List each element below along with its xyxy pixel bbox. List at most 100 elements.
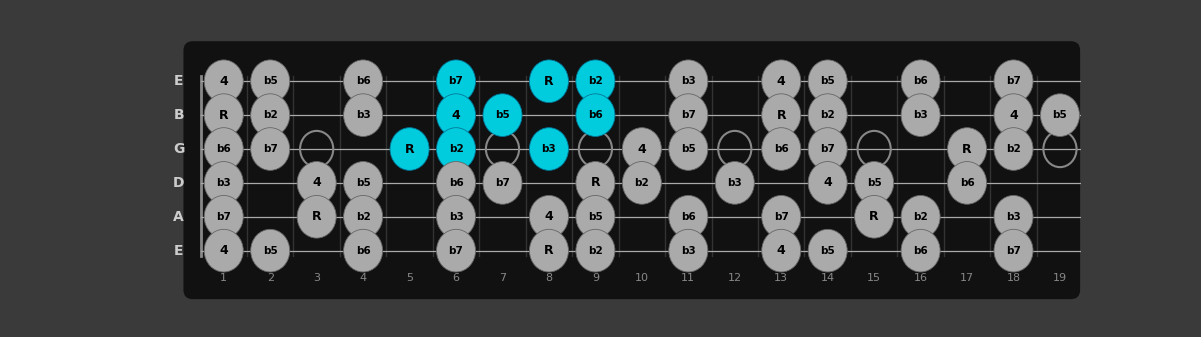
Ellipse shape (948, 128, 986, 170)
Text: b2: b2 (355, 212, 370, 222)
Ellipse shape (530, 128, 568, 170)
Ellipse shape (251, 94, 289, 136)
Text: b6: b6 (355, 76, 370, 86)
Ellipse shape (622, 161, 662, 204)
Text: b6: b6 (913, 76, 928, 86)
Text: b6: b6 (960, 178, 974, 188)
Ellipse shape (436, 161, 476, 204)
Ellipse shape (390, 128, 429, 170)
Ellipse shape (530, 195, 568, 238)
Ellipse shape (669, 60, 707, 102)
Ellipse shape (808, 229, 847, 272)
Ellipse shape (343, 60, 383, 102)
Ellipse shape (761, 195, 801, 238)
Text: b3: b3 (542, 144, 556, 154)
Text: b3: b3 (216, 178, 231, 188)
Ellipse shape (761, 229, 801, 272)
Text: b5: b5 (263, 76, 277, 86)
Text: 3: 3 (313, 273, 321, 283)
Text: b2: b2 (588, 246, 603, 256)
Text: 11: 11 (681, 273, 695, 283)
Ellipse shape (808, 94, 847, 136)
Ellipse shape (204, 161, 244, 204)
Text: 4: 4 (777, 75, 785, 88)
Text: 2: 2 (267, 273, 274, 283)
Ellipse shape (761, 60, 801, 102)
Ellipse shape (901, 94, 940, 136)
Text: R: R (591, 176, 600, 189)
Text: b7: b7 (820, 144, 835, 154)
Text: b5: b5 (263, 246, 277, 256)
Text: b7: b7 (1006, 76, 1021, 86)
Text: 4: 4 (544, 210, 554, 223)
Text: R: R (544, 244, 554, 257)
Ellipse shape (343, 161, 383, 204)
Text: b5: b5 (820, 76, 835, 86)
Text: b6: b6 (588, 110, 603, 120)
Ellipse shape (622, 128, 662, 170)
Ellipse shape (576, 94, 615, 136)
Ellipse shape (808, 128, 847, 170)
Ellipse shape (251, 229, 289, 272)
Text: 4: 4 (638, 143, 646, 155)
Ellipse shape (204, 60, 244, 102)
Ellipse shape (343, 229, 383, 272)
Ellipse shape (855, 195, 894, 238)
Ellipse shape (901, 229, 940, 272)
Text: 4: 4 (359, 273, 366, 283)
Ellipse shape (948, 161, 986, 204)
Ellipse shape (251, 128, 289, 170)
Ellipse shape (251, 60, 289, 102)
Text: b2: b2 (634, 178, 650, 188)
Text: b2: b2 (588, 76, 603, 86)
Ellipse shape (483, 94, 522, 136)
Text: b7: b7 (495, 178, 510, 188)
Text: b7: b7 (449, 246, 464, 256)
Ellipse shape (436, 128, 476, 170)
Text: E: E (174, 244, 184, 258)
Text: b2: b2 (913, 212, 928, 222)
Ellipse shape (436, 60, 476, 102)
Ellipse shape (343, 195, 383, 238)
Ellipse shape (204, 195, 244, 238)
Ellipse shape (808, 60, 847, 102)
Text: 10: 10 (635, 273, 649, 283)
Text: 4: 4 (824, 176, 832, 189)
Text: b7: b7 (773, 212, 789, 222)
Text: 12: 12 (728, 273, 742, 283)
Text: R: R (405, 143, 414, 155)
Ellipse shape (901, 195, 940, 238)
Text: R: R (219, 109, 228, 122)
Text: b2: b2 (449, 144, 464, 154)
Text: R: R (962, 143, 972, 155)
Ellipse shape (204, 94, 244, 136)
Ellipse shape (436, 195, 476, 238)
Text: b7: b7 (216, 212, 231, 222)
Text: 15: 15 (867, 273, 882, 283)
Ellipse shape (297, 195, 336, 238)
Text: 7: 7 (498, 273, 506, 283)
Text: E: E (174, 74, 184, 88)
Ellipse shape (761, 94, 801, 136)
Text: b5: b5 (588, 212, 603, 222)
Text: b5: b5 (1052, 110, 1068, 120)
Text: b7: b7 (681, 110, 695, 120)
Text: b6: b6 (913, 246, 928, 256)
Text: b5: b5 (681, 144, 695, 154)
Ellipse shape (994, 60, 1033, 102)
FancyBboxPatch shape (184, 41, 1080, 299)
Text: R: R (870, 210, 879, 223)
Text: b3: b3 (681, 76, 695, 86)
Text: b6: b6 (449, 178, 464, 188)
Text: b5: b5 (355, 178, 370, 188)
Text: 4: 4 (220, 75, 228, 88)
Text: 4: 4 (312, 176, 321, 189)
Text: b7: b7 (1006, 246, 1021, 256)
Text: b7: b7 (449, 76, 464, 86)
Text: b3: b3 (449, 212, 464, 222)
Ellipse shape (716, 161, 754, 204)
Ellipse shape (436, 94, 476, 136)
Text: b3: b3 (1006, 212, 1021, 222)
Text: 4: 4 (1009, 109, 1018, 122)
Ellipse shape (669, 229, 707, 272)
